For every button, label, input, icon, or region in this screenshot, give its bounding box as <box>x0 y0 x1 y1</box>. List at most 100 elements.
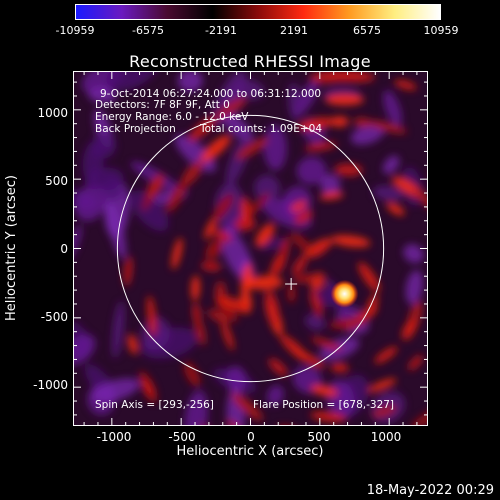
emission-blob <box>331 235 371 248</box>
emission-blob <box>92 378 140 403</box>
x-tick-label: 500 <box>307 430 331 444</box>
emission-blob <box>263 124 287 171</box>
y-tick-label: 0 <box>60 242 68 256</box>
emission-blob <box>350 123 385 145</box>
x-axis-label: Heliocentric X (arcsec) <box>176 444 324 459</box>
emission-blob <box>255 223 275 247</box>
emission-blob <box>405 270 424 305</box>
axis-ticks <box>73 71 428 426</box>
energy-range-text: Energy Range: 6.0 - 12.0 keV <box>95 111 249 123</box>
emission-blob <box>201 261 222 272</box>
emission-blob <box>280 334 309 362</box>
solar-limb <box>116 114 385 383</box>
x-tick-label: -1000 <box>96 430 132 444</box>
emission-blob <box>226 366 247 391</box>
flare-position-text: Flare Position = [678,-327] <box>253 399 395 411</box>
y-tick-label: 500 <box>45 174 68 188</box>
emission-blob <box>367 120 408 134</box>
emission-blob <box>102 176 124 199</box>
colorbar-label: -10959 <box>55 24 95 37</box>
emission-blob <box>146 173 165 200</box>
emission-blob <box>194 316 206 346</box>
emission-blob <box>166 179 188 213</box>
method-text: Back Projection <box>95 123 176 135</box>
emission-blob <box>310 411 347 422</box>
emission-blob <box>214 97 247 119</box>
emission-blob <box>218 296 249 313</box>
emission-blob <box>374 346 398 364</box>
emission-blob <box>106 71 159 91</box>
emission-blob <box>320 173 341 196</box>
emission-blob <box>277 236 290 274</box>
colorbar-label: 6575 <box>353 24 381 37</box>
emission-blob <box>288 82 301 121</box>
emission-blob <box>305 314 325 330</box>
time-range: 9-Oct-2014 06:27:24.000 to 06:31:12.000 <box>100 88 322 100</box>
emission-blob <box>171 237 183 270</box>
render-date: 18-May-2022 00:29 <box>366 483 494 498</box>
emission-blob <box>82 141 104 184</box>
emission-blob <box>73 334 96 366</box>
emission-blob <box>231 392 263 421</box>
emission-blob <box>411 187 428 213</box>
emission-blob <box>372 405 397 418</box>
emission-blob <box>290 232 312 253</box>
emission-blob <box>226 419 242 426</box>
emission-blob <box>287 284 296 303</box>
detectors-text: Detectors: 7F 8F 9F, Att 0 <box>95 99 230 111</box>
emission-blob <box>268 358 288 377</box>
emission-blob <box>382 155 400 175</box>
emission-blob <box>410 407 428 426</box>
emission-blob <box>207 309 230 324</box>
emission-blob <box>330 116 349 127</box>
emission-blob <box>213 194 234 221</box>
emission-blob <box>183 361 201 387</box>
flare-source <box>330 279 359 308</box>
emission-blob <box>310 337 343 351</box>
image-title: Reconstructed RHESSI Image <box>129 52 371 71</box>
emission-pattern <box>73 71 428 426</box>
emission-blob <box>330 363 349 373</box>
x-tick-label: 0 <box>247 430 255 444</box>
emission-blob <box>111 301 125 359</box>
emission-blob <box>191 275 200 301</box>
emission-blob <box>188 116 217 142</box>
colorbar-label: -2191 <box>205 24 237 37</box>
emission-blob <box>177 71 203 93</box>
emission-blob <box>296 156 327 185</box>
emission-blob <box>200 134 231 163</box>
emission-blob <box>130 190 169 232</box>
emission-blob <box>146 295 157 336</box>
colorbar-label: 10959 <box>423 24 459 37</box>
emission-blob <box>266 385 284 406</box>
colorbar-label: 2191 <box>280 24 308 37</box>
colorbar <box>75 4 441 20</box>
colorbar-label: -6575 <box>132 24 164 37</box>
emission-blob <box>130 161 179 191</box>
emission-blob <box>383 90 402 127</box>
emission-blob <box>181 160 203 186</box>
emission-blob <box>282 186 312 219</box>
emission-blob <box>401 319 417 341</box>
y-tick-label: -1000 <box>33 378 68 392</box>
emission-blob <box>221 320 234 351</box>
emission-blob <box>373 185 404 202</box>
emission-blob <box>254 175 281 202</box>
emission-blob <box>329 317 367 330</box>
emission-blob <box>408 355 424 371</box>
emission-blob <box>240 196 251 224</box>
emission-blob <box>205 239 224 260</box>
emission-blob <box>184 390 208 426</box>
emission-blob <box>310 241 331 258</box>
total-counts-text: Total counts: 1.09E+04 <box>200 123 323 135</box>
emission-blob <box>128 334 138 355</box>
emission-blob <box>319 191 344 200</box>
emission-blob <box>293 273 327 283</box>
emission-blob <box>310 385 338 397</box>
emission-blob <box>264 289 280 327</box>
y-tick-label: -500 <box>40 310 68 324</box>
emission-blob <box>234 217 256 231</box>
emission-blob <box>240 263 253 297</box>
emission-blob <box>88 87 117 104</box>
emission-blob <box>304 141 338 152</box>
